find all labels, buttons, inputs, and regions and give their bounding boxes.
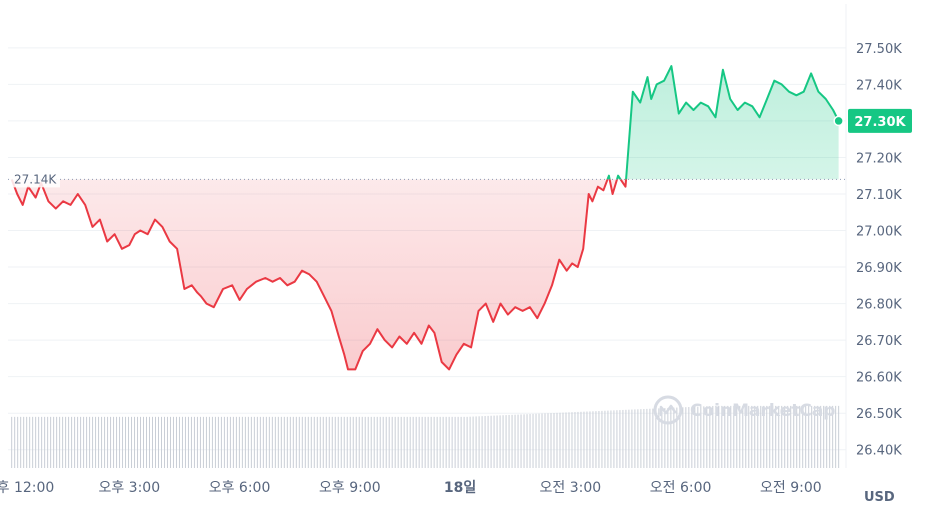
coinmarketcap-logo-icon: [653, 395, 683, 425]
area-below-reference: [11, 179, 839, 370]
y-tick-label: 27.50K: [856, 42, 902, 57]
volume-bars: [11, 405, 840, 468]
x-tick-label: 오전 3:00: [540, 480, 602, 496]
price-line-up: [11, 65, 840, 180]
reference-line: 27.14K: [8, 169, 846, 188]
y-tick-label: 27.10K: [856, 188, 902, 203]
x-axis: 오후 12:00 오후 3:00 오후 6:00 오후 9:00 18일 오전 3:00 오…: [0, 480, 822, 496]
current-price-dot: [833, 115, 844, 127]
x-tick-label: 오전 9:00: [760, 480, 822, 496]
price-area: [11, 66, 839, 370]
y-tick-label: 27.00K: [856, 225, 902, 240]
x-tick-label: 18일: [444, 480, 476, 496]
y-tick-label: 26.40K: [856, 444, 902, 459]
x-tick-label: 오후 9:00: [319, 480, 381, 496]
x-tick-label: 오전 6:00: [650, 480, 712, 496]
x-tick-label: 오후 3:00: [98, 480, 160, 496]
y-tick-label: 27.20K: [856, 151, 902, 166]
watermark-text: CoinMarketCap: [690, 401, 835, 421]
x-tick-label: 오후 12:00: [0, 480, 54, 496]
coinmarketcap-logo-mark: [659, 404, 677, 417]
y-unit-label: USD: [864, 490, 895, 505]
reference-label-bg: [10, 169, 60, 188]
current-price-badge[interactable]: [848, 108, 912, 133]
reference-label: 27.14K: [14, 172, 57, 186]
y-tick-label: 26.70K: [856, 334, 902, 349]
watermark: CoinMarketCap: [653, 395, 835, 425]
price-line-down: [10, 179, 628, 371]
current-price-label: 27.30K: [854, 115, 906, 130]
y-tick-label: 26.80K: [856, 298, 902, 313]
y-tick-label: 26.60K: [856, 371, 902, 386]
y-tick-label: 27.40K: [856, 78, 902, 93]
current-price[interactable]: 27.30K: [833, 108, 912, 133]
area-above-reference: [607, 66, 839, 180]
price-line: [10, 65, 840, 371]
x-tick-label: 오후 6:00: [209, 480, 271, 496]
y-tick-label: 26.90K: [856, 261, 902, 276]
y-tick-label: 26.50K: [856, 407, 902, 422]
